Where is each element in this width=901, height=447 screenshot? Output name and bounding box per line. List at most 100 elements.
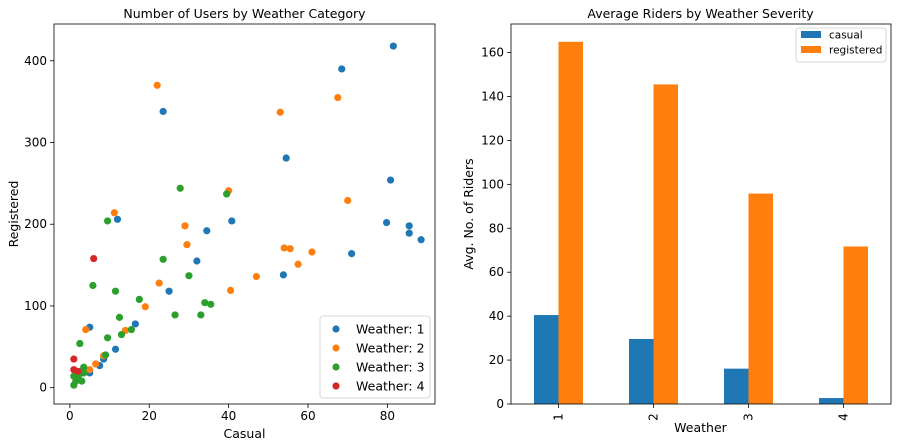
scatter-point-weather-2 xyxy=(92,360,100,368)
scatter-point-weather-3 xyxy=(117,330,126,339)
bar-casual-3 xyxy=(724,368,749,404)
scatter-chart: Number of Users by Weather Category 0 20 4… xyxy=(6,6,436,441)
scatter-point-weather-3 xyxy=(111,287,120,295)
scatter-legend-label: Weather: 4 xyxy=(356,379,425,394)
scatter-point-weather-1 xyxy=(405,229,413,237)
scatter-point-weather-1 xyxy=(348,250,356,258)
scatter-point-weather-1 xyxy=(279,271,287,279)
scatter-y-tick-label: 400 xyxy=(24,54,47,68)
scatter-point-weather-1 xyxy=(159,107,167,116)
scatter-x-tick-label: 80 xyxy=(380,409,395,423)
scatter-point-weather-4 xyxy=(74,367,82,375)
scatter-point-weather-2 xyxy=(227,286,235,295)
scatter-point-weather-3 xyxy=(135,295,143,303)
bar-y-tick-label: 80 xyxy=(489,221,504,235)
bar-x-tick-label: 1 xyxy=(552,413,566,421)
scatter-y-ticks: 0 100 200 300 400 xyxy=(24,54,54,395)
bar-y-tick-label: 140 xyxy=(481,89,504,103)
scatter-x-axis-label: Casual xyxy=(224,426,266,441)
scatter-legend-marker xyxy=(332,382,340,390)
scatter-point-weather-1 xyxy=(382,218,391,227)
scatter-y-tick-label: 0 xyxy=(39,381,47,395)
scatter-point-weather-1 xyxy=(417,236,425,244)
scatter-point-weather-1 xyxy=(111,345,120,353)
scatter-y-tick-label: 200 xyxy=(24,217,47,231)
scatter-point-weather-3 xyxy=(197,311,205,319)
scatter-x-tick-label: 60 xyxy=(300,409,315,423)
bar-x-tick-label: 4 xyxy=(837,413,851,421)
bar-legend-swatch xyxy=(801,31,821,38)
scatter-point-weather-1 xyxy=(338,65,346,73)
scatter-point-weather-3 xyxy=(171,311,179,319)
bar-y-tick-label: 20 xyxy=(489,353,504,367)
scatter-point-weather-1 xyxy=(165,287,173,295)
bar-y-tick-label: 160 xyxy=(481,46,504,60)
bar-legend-label: casual xyxy=(829,30,863,42)
bar-casual-1 xyxy=(534,315,559,404)
scatter-point-weather-2 xyxy=(82,326,90,334)
scatter-legend: Weather: 1 Weather: 2 Weather: 3 Weather: 4 xyxy=(319,315,431,399)
scatter-point-weather-2 xyxy=(308,248,316,256)
bar-y-tick-label: 0 xyxy=(496,397,504,411)
scatter-legend-box xyxy=(319,315,431,399)
scatter-point-weather-3 xyxy=(89,281,97,290)
bar-x-axis-label: Weather xyxy=(674,420,727,435)
bar-registered-3 xyxy=(748,193,773,404)
scatter-point-weather-2 xyxy=(86,366,94,374)
scatter-point-weather-2 xyxy=(141,303,149,311)
scatter-legend-label: Weather: 3 xyxy=(356,360,425,375)
scatter-point-weather-1 xyxy=(193,257,201,265)
scatter-point-weather-3 xyxy=(80,369,88,377)
scatter-point-weather-2 xyxy=(344,196,352,205)
bar-x-ticks: 1 2 3 4 xyxy=(552,404,851,421)
scatter-point-weather-1 xyxy=(113,215,122,223)
bar-y-axis-label: Avg. No. of Riders xyxy=(461,158,476,269)
scatter-legend-marker xyxy=(332,363,340,371)
scatter-point-weather-1 xyxy=(131,320,139,328)
bar-y-tick-label: 100 xyxy=(481,177,504,191)
scatter-point-weather-3 xyxy=(207,300,215,308)
bar-y-tick-label: 60 xyxy=(489,265,504,279)
scatter-x-tick-label: 40 xyxy=(221,409,236,423)
scatter-point-weather-2 xyxy=(153,81,161,89)
bar-plot-frame xyxy=(510,23,892,405)
scatter-x-tick-label: 20 xyxy=(142,409,157,423)
scatter-legend-label: Weather: 2 xyxy=(356,341,425,356)
bar-casual-2 xyxy=(629,338,654,404)
scatter-point-weather-2 xyxy=(155,279,163,287)
bar-x-tick-label: 2 xyxy=(647,413,661,421)
scatter-point-weather-3 xyxy=(159,255,167,263)
scatter-point-weather-4 xyxy=(90,254,98,263)
bar-casual-4 xyxy=(819,398,844,404)
scatter-point-weather-2 xyxy=(183,241,191,249)
scatter-point-weather-3 xyxy=(70,381,78,389)
scatter-point-weather-3 xyxy=(103,334,112,342)
bar-legend: casual registered xyxy=(795,27,887,63)
scatter-point-weather-2 xyxy=(334,93,342,102)
scatter-point-weather-4 xyxy=(70,355,78,363)
scatter-y-tick-label: 300 xyxy=(24,135,47,149)
bar-x-tick-label: 3 xyxy=(742,413,756,421)
scatter-y-tick-label: 100 xyxy=(24,299,47,313)
scatter-point-weather-3 xyxy=(127,326,135,334)
scatter-point-weather-2 xyxy=(294,260,302,268)
scatter-point-weather-1 xyxy=(282,154,290,162)
scatter-point-weather-3 xyxy=(76,339,84,348)
scatter-point-weather-1 xyxy=(203,227,211,235)
scatter-point-weather-2 xyxy=(280,244,288,252)
scatter-point-weather-2 xyxy=(110,209,118,217)
bar-legend-label: registered xyxy=(829,45,882,57)
scatter-legend-marker xyxy=(332,325,340,333)
scatter-point-weather-1 xyxy=(386,176,395,184)
scatter-point-weather-1 xyxy=(389,42,397,50)
scatter-point-weather-3 xyxy=(101,351,110,359)
scatter-point-weather-1 xyxy=(228,217,236,225)
scatter-title: Number of Users by Weather Category xyxy=(123,6,366,21)
bar-y-tick-label: 40 xyxy=(489,309,504,323)
scatter-point-weather-3 xyxy=(176,184,184,192)
scatter-points xyxy=(70,42,425,389)
scatter-point-weather-3 xyxy=(223,190,231,198)
bar-registered-4 xyxy=(843,246,868,404)
